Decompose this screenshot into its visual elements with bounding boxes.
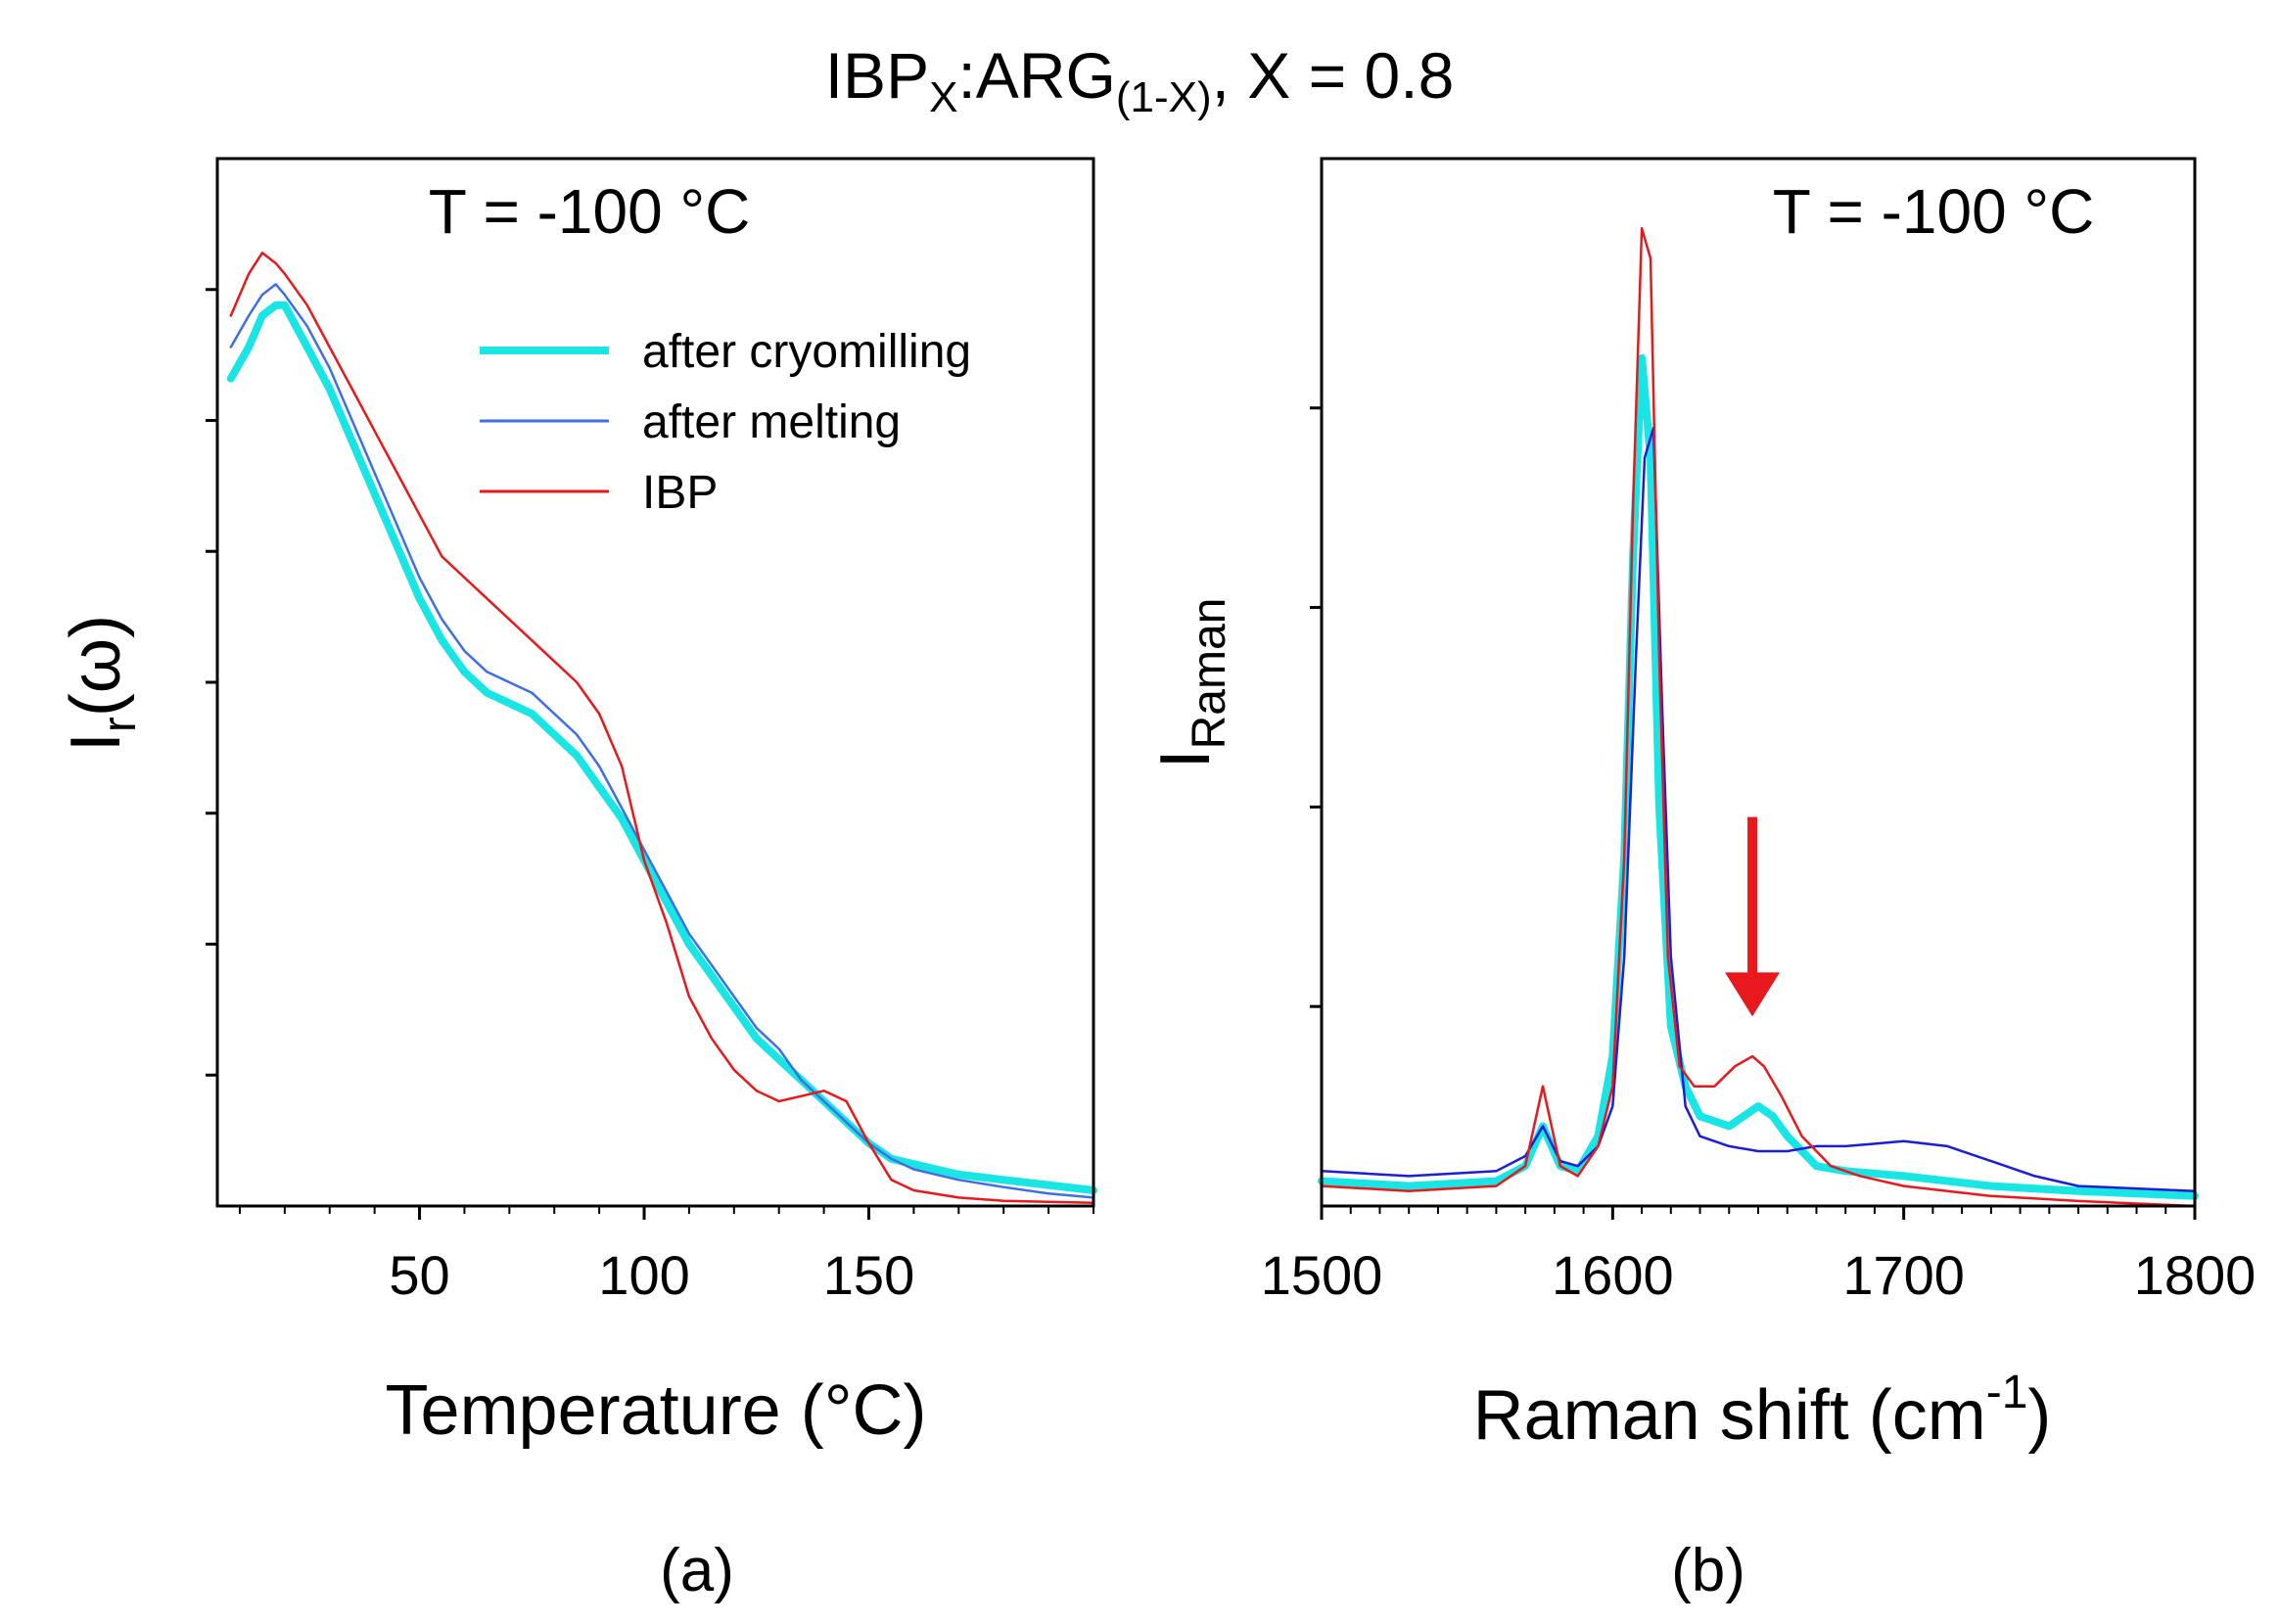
panel-a-label: (a) (660, 1537, 734, 1604)
legend-label-ibp: IBP (642, 467, 718, 519)
panel-a-series (226, 252, 1097, 1205)
legend-label-after-cryomilling: after cryomilling (642, 326, 971, 378)
panel-a-ticks: 50 100 150 (206, 288, 1094, 1306)
panel-b-x-tick-label: 1800 (2134, 1244, 2256, 1306)
panel-b-label: (b) (1671, 1537, 1745, 1604)
figure-title-base: IBP (825, 39, 929, 112)
panel-b-x-label-sup: -1 (1986, 1367, 2028, 1418)
panel-b-series-ibp (1320, 227, 2197, 1208)
panel-b-x-tick-label: 1500 (1261, 1244, 1383, 1306)
panel-b-ticks: 1500 1600 1700 1800 (1261, 406, 2256, 1306)
figure-title-mid: :ARG (957, 39, 1115, 112)
panel-b-series-after-cryomilling (1318, 353, 2199, 1200)
arrow-head (1725, 972, 1781, 1017)
figure-title-tail: , X = 0.8 (1212, 39, 1455, 112)
panel-a: 50 100 150 T = -100 °C after cryomilling a… (57, 157, 1097, 1604)
panel-b-plot-frame (1320, 157, 2197, 1208)
panel-a-plot-frame (215, 157, 1095, 1208)
panel-b-series (1318, 227, 2199, 1208)
panel-b-y-axis-label: IRaman (1146, 598, 1235, 769)
figure-title-sub2: (1-X) (1116, 73, 1212, 121)
panel-a-x-tick-label: 150 (823, 1244, 914, 1306)
panel-b-series-after-melting (1320, 426, 2197, 1192)
panel-a-y-label-sub: r (94, 717, 146, 732)
panel-b-x-axis-label: Raman shift (cm-1) (1473, 1367, 2052, 1455)
panel-b-x-tick-label: 1600 (1552, 1244, 1674, 1306)
panel-a-y-axis-label: Ir(ω) (57, 615, 146, 752)
figure-title: IBPX:ARG(1-X), X = 0.8 (825, 39, 1455, 121)
panel-b-x-label-main: Raman shift (cm (1473, 1376, 1986, 1455)
panel-a-series-ibp (229, 252, 1095, 1205)
panel-a-x-tick-label: 50 (389, 1244, 449, 1306)
panel-a-legend: after cryomilling after melting IBP (480, 326, 971, 519)
panel-b-x-label-tail: ) (2027, 1376, 2051, 1455)
panel-b-arrow (1725, 816, 1781, 1017)
panel-a-x-axis-label: Temperature (°C) (386, 1371, 927, 1450)
panel-b-annotation: T = -100 °C (1773, 176, 2095, 247)
panel-b-y-label-sub: Raman (1184, 598, 1235, 750)
legend-label-after-melting: after melting (642, 396, 901, 448)
panel-b-y-label-main: I (1146, 749, 1225, 768)
panel-a-x-tick-label: 100 (598, 1244, 689, 1306)
panel-b: 1500 1600 1700 1800 T = -100 °C Raman shift… (1146, 157, 2256, 1604)
figure-title-sub1: X (929, 73, 957, 121)
panel-a-y-label-main: I (57, 732, 135, 752)
panel-a-y-label-tail: (ω) (57, 615, 135, 717)
panel-b-x-tick-label: 1700 (1842, 1244, 1965, 1306)
panel-a-annotation: T = -100 °C (429, 176, 751, 247)
